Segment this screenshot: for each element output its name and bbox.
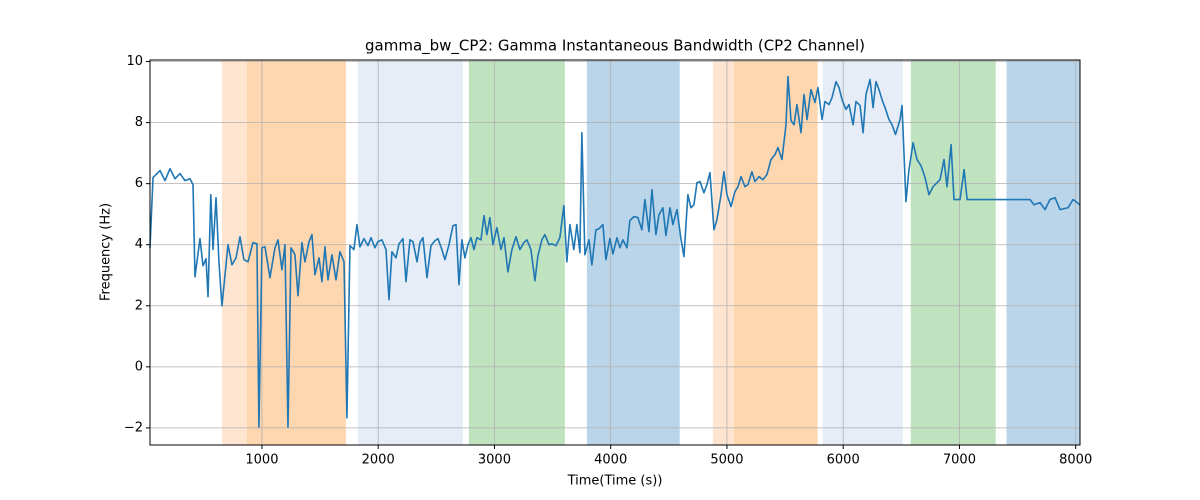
y-tick-label: 4	[135, 237, 143, 252]
x-tick-label: 2000	[362, 453, 395, 468]
x-tick-label: 4000	[594, 453, 627, 468]
shaded-span	[822, 60, 903, 445]
shaded-span	[246, 60, 346, 445]
y-tick-label: 10	[126, 54, 143, 69]
spans	[221, 60, 1080, 445]
x-tick-label: 3000	[478, 453, 511, 468]
x-tick-label: 6000	[827, 453, 860, 468]
x-tick-label: 5000	[710, 453, 743, 468]
axes-frame	[149, 59, 1081, 446]
data-line	[149, 75, 1081, 428]
x-axis-label: Time(Time (s))	[567, 474, 663, 489]
grid	[150, 60, 1080, 445]
shaded-span	[586, 60, 680, 445]
chart-title: gamma_bw_CP2: Gamma Instantaneous Bandwi…	[365, 37, 865, 56]
x-tick-label: 7000	[943, 453, 976, 468]
y-tick-label: 8	[135, 115, 143, 130]
shaded-span	[468, 60, 565, 445]
y-tick-label: 0	[135, 359, 143, 374]
y-axis-label: Frequency (Hz)	[99, 203, 114, 301]
shaded-span	[910, 60, 996, 445]
shaded-span	[1006, 60, 1080, 445]
y-tick-label: 2	[135, 298, 143, 313]
shaded-span	[357, 60, 463, 445]
shaded-span	[712, 60, 734, 445]
shaded-span	[733, 60, 818, 445]
y-tick-label: 6	[135, 176, 143, 191]
y-tick-label: −2	[124, 420, 143, 435]
x-tick-label: 8000	[1059, 453, 1092, 468]
x-tick-label: 1000	[245, 453, 278, 468]
plot	[149, 75, 1081, 428]
